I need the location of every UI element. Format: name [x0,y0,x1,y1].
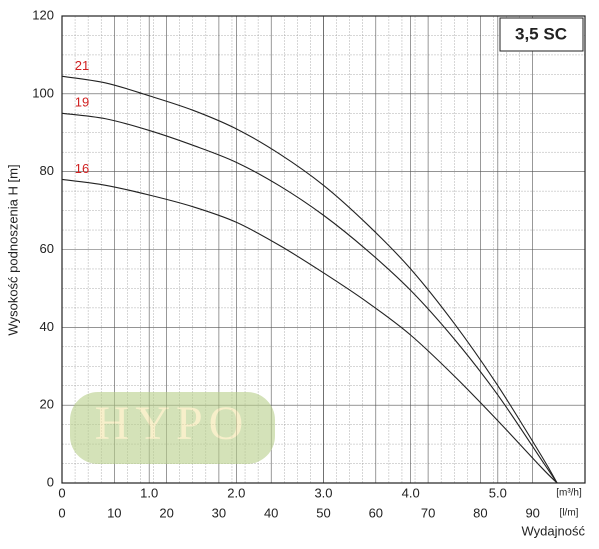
x2-tick-label: 80 [473,505,487,520]
chart-title: 3,5 SC [515,24,567,43]
y-tick-label: 20 [40,397,54,412]
y-tick-label: 80 [40,163,54,178]
x2-unit: [l/m] [560,508,579,519]
x2-tick-label: 60 [369,505,383,520]
watermark-badge [70,392,275,464]
x-tick-label: 2.0 [227,485,245,500]
pump-curve [61,75,558,484]
x-unit: [m³/h] [556,488,582,499]
watermark-text: HYPO [95,397,250,450]
watermark: HYPO [70,392,275,464]
x2-tick-label: 10 [107,505,121,520]
title-box [499,17,584,52]
x2-tick-label: 70 [421,505,435,520]
y-tick-label: 60 [40,241,54,256]
curve-label: 21 [75,58,89,73]
x2-tick-label: 20 [159,505,173,520]
x2-tick-label: 50 [316,505,330,520]
x-tick-label: 4.0 [402,485,420,500]
x-axis-title: Wydajność [522,523,586,538]
curve-label: 16 [75,161,89,176]
x2-tick-label: 0 [58,505,65,520]
y-axis-title: Wysokość podnoszenia H [m] [5,164,20,335]
plot-frame [61,15,586,484]
y-tick-label: 0 [47,474,54,489]
x2-tick-label: 40 [264,505,278,520]
x-tick-label: 1.0 [140,485,158,500]
x2-tick-label: 90 [525,505,539,520]
x-tick-label: 0 [58,485,65,500]
x-tick-label: 5.0 [489,485,507,500]
pump-curve [61,178,558,484]
y-tick-label: 120 [32,7,54,22]
curve-label: 19 [75,95,89,110]
x2-tick-label: 30 [212,505,226,520]
y-tick-label: 100 [32,85,54,100]
x-tick-label: 3.0 [314,485,332,500]
y-tick-label: 40 [40,319,54,334]
pump-curve [61,112,558,484]
